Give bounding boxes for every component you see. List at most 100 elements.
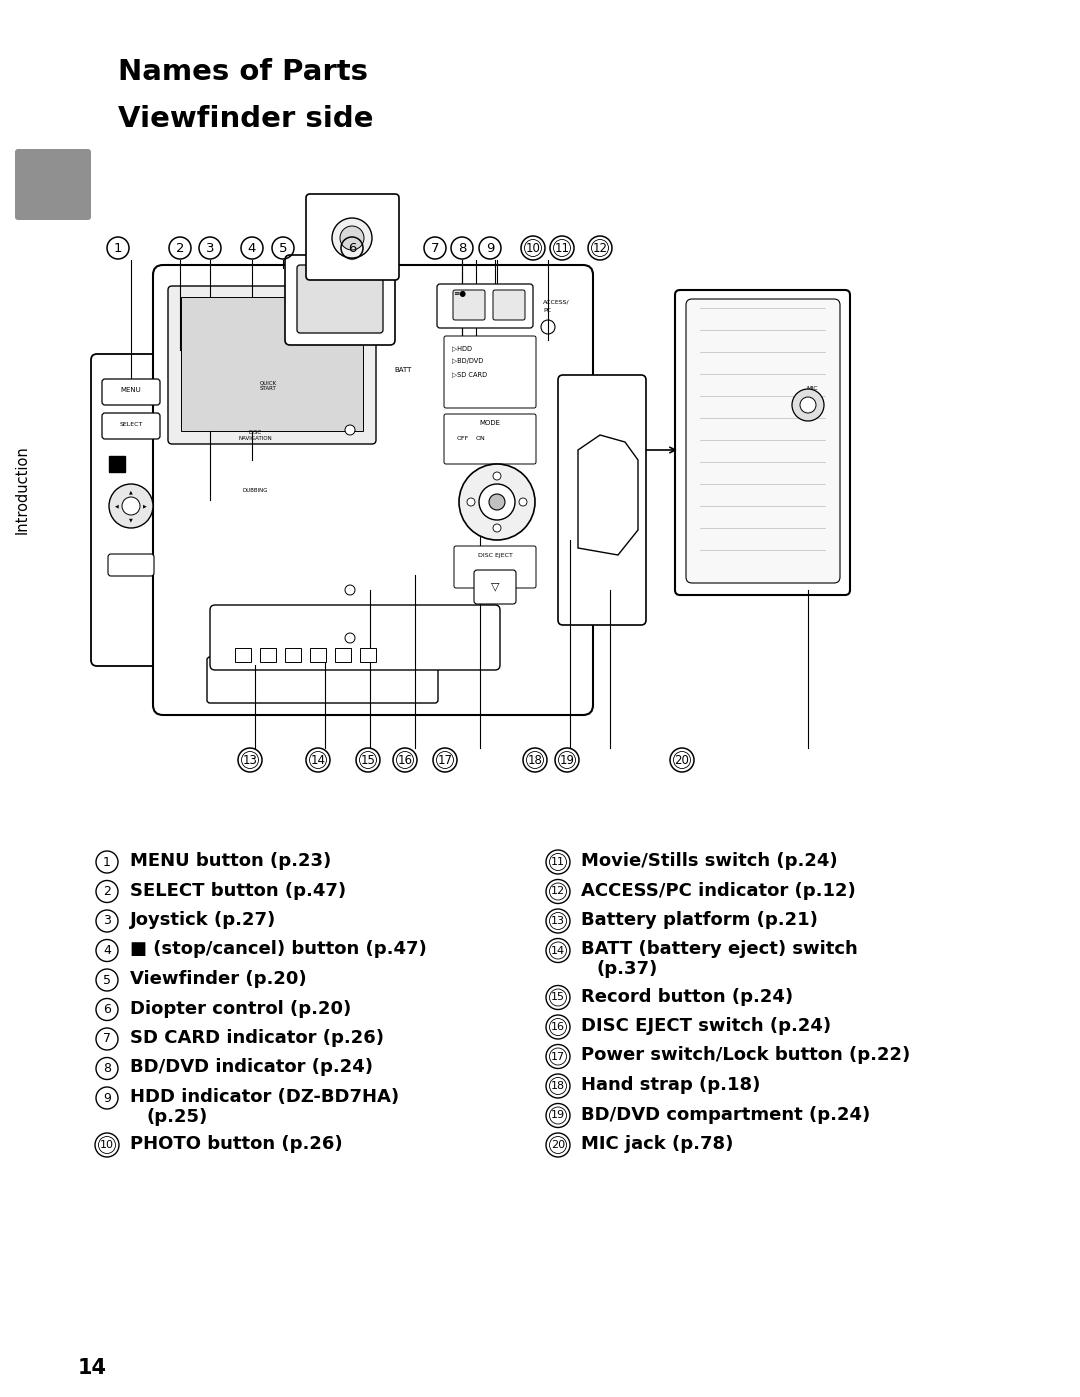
FancyBboxPatch shape [686,299,840,583]
Text: Introduction: Introduction [14,446,29,535]
FancyBboxPatch shape [210,605,500,671]
Text: 3: 3 [103,915,111,928]
Text: Joystick (p.27): Joystick (p.27) [130,911,276,929]
Circle shape [800,397,816,414]
Text: Viewfinder (p.20): Viewfinder (p.20) [130,970,307,988]
Text: 12: 12 [551,887,565,897]
FancyBboxPatch shape [453,291,485,320]
Circle shape [480,483,515,520]
FancyBboxPatch shape [102,414,160,439]
FancyBboxPatch shape [91,353,171,666]
Bar [335,648,351,662]
Text: 5: 5 [279,242,287,254]
Text: 8: 8 [458,242,467,254]
Text: Diopter control (p.20): Diopter control (p.20) [130,999,351,1017]
FancyBboxPatch shape [102,379,160,405]
Text: ON: ON [475,436,485,441]
Text: 10: 10 [100,1140,114,1150]
Text: 3: 3 [206,242,214,254]
Text: MODE: MODE [480,420,500,426]
Text: 16: 16 [551,1023,565,1032]
Text: 10: 10 [526,242,540,254]
Circle shape [340,226,364,250]
Circle shape [792,388,824,420]
Text: SELECT button (p.47): SELECT button (p.47) [130,882,346,900]
Text: ▷SD CARD: ▷SD CARD [453,372,487,377]
Text: 20: 20 [551,1140,565,1150]
Text: ▶: ▶ [144,503,147,509]
FancyBboxPatch shape [306,194,399,279]
Text: 16: 16 [397,753,413,767]
FancyBboxPatch shape [437,284,534,328]
Text: 11: 11 [554,242,569,254]
Text: 17: 17 [437,753,453,767]
Circle shape [492,472,501,481]
Text: 2: 2 [176,242,185,254]
Bar [360,648,376,662]
Circle shape [109,483,153,528]
Text: OFF: OFF [457,436,469,441]
Text: 11: 11 [551,856,565,868]
Text: 13: 13 [243,753,257,767]
Text: 19: 19 [551,1111,565,1120]
FancyBboxPatch shape [15,149,91,219]
Text: ▲: ▲ [130,489,133,495]
Text: PHOTO button (p.26): PHOTO button (p.26) [130,1134,342,1153]
FancyBboxPatch shape [444,337,536,408]
Text: 14: 14 [311,753,325,767]
Text: 6: 6 [103,1003,111,1016]
FancyBboxPatch shape [297,265,383,332]
Text: MIC jack (p.78): MIC jack (p.78) [581,1134,733,1153]
Text: 1: 1 [103,855,111,869]
Text: Viewfinder side: Viewfinder side [118,105,374,133]
Bar [109,455,125,472]
FancyBboxPatch shape [181,298,363,432]
Text: 18: 18 [527,753,542,767]
Text: 7: 7 [103,1032,111,1045]
Text: DISC
NAVIGATION: DISC NAVIGATION [238,430,272,441]
Text: 2: 2 [103,886,111,898]
Circle shape [459,464,535,541]
Text: Record button (p.24): Record button (p.24) [581,988,793,1006]
Text: QUICK
START: QUICK START [259,380,276,391]
Circle shape [489,495,505,510]
Circle shape [122,497,140,515]
Text: 8: 8 [103,1062,111,1076]
Text: BATT: BATT [394,367,411,373]
Circle shape [492,524,501,532]
Bar [285,648,301,662]
FancyBboxPatch shape [108,555,154,576]
Text: Names of Parts: Names of Parts [118,59,368,87]
Circle shape [345,425,355,434]
Text: ACCESS/: ACCESS/ [543,299,569,305]
Text: 14: 14 [551,946,565,956]
Text: ACCESS/PC indicator (p.12): ACCESS/PC indicator (p.12) [581,882,855,900]
FancyBboxPatch shape [153,265,593,715]
Text: SELECT: SELECT [119,422,143,427]
Text: ▷HDD: ▷HDD [453,345,472,351]
FancyBboxPatch shape [207,657,438,703]
Text: 7: 7 [431,242,440,254]
Text: Power switch/Lock button (p.22): Power switch/Lock button (p.22) [581,1046,910,1065]
Text: 9: 9 [486,242,495,254]
FancyBboxPatch shape [454,546,536,588]
Text: 4: 4 [247,242,256,254]
Text: 13: 13 [551,916,565,926]
Text: SD CARD indicator (p.26): SD CARD indicator (p.26) [130,1030,384,1046]
Text: ≡●: ≡● [454,289,467,298]
Text: 9: 9 [103,1091,111,1105]
Text: 14: 14 [78,1358,107,1377]
Text: (p.37): (p.37) [597,960,658,978]
Text: (p.25): (p.25) [146,1108,207,1126]
Bar [260,648,276,662]
Text: 4: 4 [103,944,111,957]
Text: 18: 18 [551,1081,565,1091]
Circle shape [519,497,527,506]
FancyBboxPatch shape [492,291,525,320]
Text: DISC EJECT switch (p.24): DISC EJECT switch (p.24) [581,1017,832,1035]
Text: ■ (stop/cancel) button (p.47): ■ (stop/cancel) button (p.47) [130,940,427,958]
Text: MIC: MIC [807,386,818,391]
FancyBboxPatch shape [285,256,395,345]
Text: 6: 6 [348,242,356,254]
Text: 1: 1 [113,242,122,254]
